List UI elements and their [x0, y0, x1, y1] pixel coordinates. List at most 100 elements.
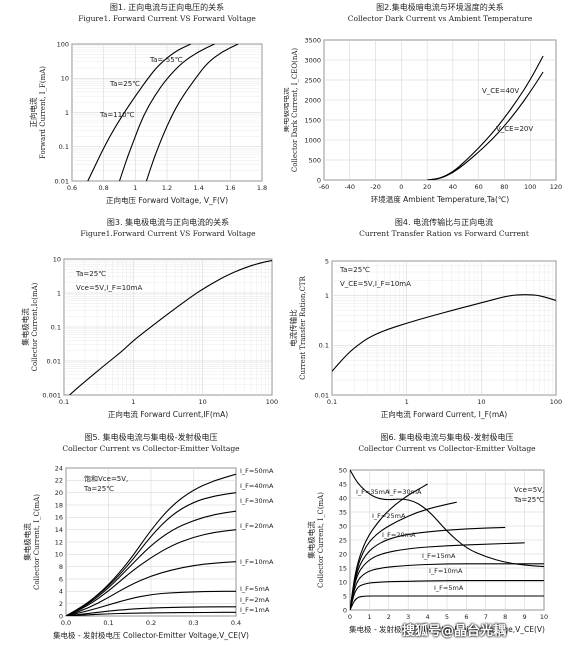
- chart-title-en: Collector Dark Current vs Ambient Temper…: [348, 14, 533, 23]
- x-tick-label: 0.1: [327, 398, 337, 406]
- chart-fig3: 图3. 集电极电流与正向电流的关系 Figure1.Forward Current…: [0, 215, 283, 430]
- y-axis-label-cn: 集电极电流: [20, 308, 30, 346]
- x-tick-label: 0.8: [98, 184, 108, 192]
- y-tick-label: 1500: [304, 116, 321, 124]
- y-tick-label: 0: [317, 176, 321, 184]
- series-label: I_F=20mA: [240, 522, 274, 530]
- series-label: I_F=10mA: [429, 567, 463, 575]
- y-axis-label-cn: 正向电流: [28, 97, 38, 127]
- series-label: I_F=50mA: [240, 467, 274, 475]
- y-axis-label-cn: 电流传输比: [288, 309, 298, 347]
- series-line-5: [350, 580, 544, 610]
- x-axis-label: 正向电流 Forward Current, I_F(mA): [381, 409, 508, 419]
- chart-title-cn: 图5. 集电极电流与集电极-发射极电压: [84, 432, 217, 442]
- y-tick-label: 0.1: [319, 342, 329, 350]
- y-tick-label: 100: [57, 40, 69, 48]
- y-tick-label: 0.01: [47, 357, 61, 365]
- chart-title-en: Figure1. Forward Current VS Forward Volt…: [78, 14, 256, 23]
- y-axis-label-en: Forward Current, I_F(mA): [39, 66, 47, 159]
- x-tick-label: 4: [426, 613, 430, 621]
- y-tick-label: 15: [339, 564, 347, 572]
- y-tick-label: 20: [339, 550, 347, 558]
- chart-annotation: V_CE=20V: [496, 125, 533, 133]
- y-tick-label: 30: [339, 522, 347, 530]
- x-tick-label: 1: [405, 398, 409, 406]
- y-tick-label: 0: [59, 612, 63, 620]
- y-tick-label: 0.01: [55, 177, 69, 185]
- series-label: I_F=40mA: [240, 482, 274, 490]
- x-tick-label: 1: [367, 613, 371, 621]
- y-tick-label: 40: [339, 494, 347, 502]
- chart-annotation: Ta=25℃: [339, 266, 370, 274]
- chart-annotation: Ta=-55℃: [149, 56, 183, 64]
- grid: [323, 39, 557, 181]
- x-tick-label: 10: [199, 398, 207, 406]
- chart-annotation: Vce=5V,I_F=10mA: [76, 284, 142, 292]
- series-line-7: [66, 611, 236, 616]
- chart-fig6: 图6. 集电极电流与集电极-发射极电压 Collector Current vs …: [284, 430, 567, 645]
- y-tick-label: 45: [339, 480, 347, 488]
- y-tick-label: 2000: [304, 96, 321, 104]
- x-tick-label: 0.2: [146, 619, 156, 627]
- x-tick-label: 9: [523, 613, 527, 621]
- y-tick-label: 25: [339, 536, 347, 544]
- chart-annotation: V_CE=40V: [482, 87, 519, 95]
- y-axis-label-en: Collector Dark Current, I_CEO(nA): [291, 48, 299, 173]
- y-tick-label: 1: [65, 109, 69, 117]
- y-axis-label-cn: 集电极暗电流: [284, 87, 290, 132]
- y-tick-label: 8: [59, 563, 63, 571]
- y-tick-label: 20: [55, 489, 63, 497]
- envelope-line: [350, 470, 544, 568]
- x-tick-label: 60: [475, 183, 483, 191]
- x-tick-label: 0: [348, 613, 352, 621]
- chart-annotation: Ta=110℃: [99, 111, 135, 119]
- x-tick-label: -20: [370, 183, 381, 191]
- chart-title-cn: 图6. 集电极电流与集电极-发射极电压: [380, 432, 513, 442]
- x-tick-label: 1.8: [257, 184, 267, 192]
- x-tick-label: 1.6: [225, 184, 235, 192]
- series-line-3: [66, 529, 236, 616]
- x-tick-label: 100: [266, 398, 278, 406]
- x-tick-label: -40: [344, 183, 355, 191]
- series-label: I_F=2mA: [240, 596, 270, 604]
- chart-title-en: Collector Current vs Collector-Emitter V…: [62, 444, 240, 453]
- y-tick-label: 5: [343, 592, 347, 600]
- grid: [65, 467, 237, 617]
- series-line-6: [350, 595, 544, 610]
- y-tick-label: 10: [55, 551, 63, 559]
- x-tick-label: 0.4: [231, 619, 241, 627]
- x-axis-label: 环境温度 Ambient Temperature,Ta(℃): [371, 194, 510, 204]
- grid: [63, 258, 273, 396]
- chart-title-en: Figure1.Forward Current VS Forward Volta…: [80, 229, 256, 238]
- series-line-4: [66, 561, 236, 616]
- series-label: I_F=5mA: [240, 585, 270, 593]
- y-axis-label-cn: 集电极电流: [22, 523, 32, 561]
- y-tick-label: 2500: [304, 76, 321, 84]
- y-tick-label: 10: [53, 255, 61, 263]
- y-tick-label: 14: [55, 526, 63, 534]
- y-tick-label: 1000: [304, 136, 321, 144]
- y-tick-label: 10: [61, 75, 69, 83]
- series-label: I_F=25mA: [372, 512, 406, 520]
- series-label: I_F=30mA: [388, 488, 422, 496]
- y-tick-label: 0.1: [59, 143, 69, 151]
- y-tick-label: 0.1: [51, 323, 61, 331]
- chart-fig1: 图1. 正向电流与正向电压的关系 Figure1. Forward Current…: [0, 0, 283, 215]
- x-tick-label: 100: [524, 183, 536, 191]
- chart-title-en: Collector Current vs Collector-Emitter V…: [358, 444, 536, 453]
- x-tick-label: 0.6: [67, 184, 77, 192]
- series-line-1: [118, 44, 215, 181]
- x-tick-label: 1.4: [193, 184, 203, 192]
- chart-title-cn: 图4. 电流传输比与正向电流: [395, 217, 493, 227]
- x-tick-label: 6: [464, 613, 468, 621]
- series-label: I_F=30mA: [240, 497, 274, 505]
- x-axis-label: 集电极 - 发射极电压 Collector-Emitter Voltage,V_…: [53, 630, 249, 640]
- chart-fig2: 图2.集电极暗电流与环境温度的关系 Collector Dark Current …: [280, 0, 567, 215]
- y-axis-label-en: Collector Current,Ic(mA): [31, 282, 39, 371]
- x-tick-label: 0.1: [103, 619, 113, 627]
- series-line-2: [145, 44, 239, 181]
- chart-annotation: Ta=25℃: [83, 485, 114, 493]
- x-tick-label: 20: [423, 183, 431, 191]
- y-tick-label: 6: [59, 575, 63, 583]
- series-label: I_F=20mA: [382, 531, 416, 539]
